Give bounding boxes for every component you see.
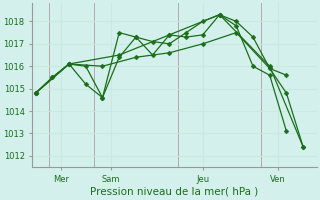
X-axis label: Pression niveau de la mer( hPa ): Pression niveau de la mer( hPa ) — [90, 187, 259, 197]
